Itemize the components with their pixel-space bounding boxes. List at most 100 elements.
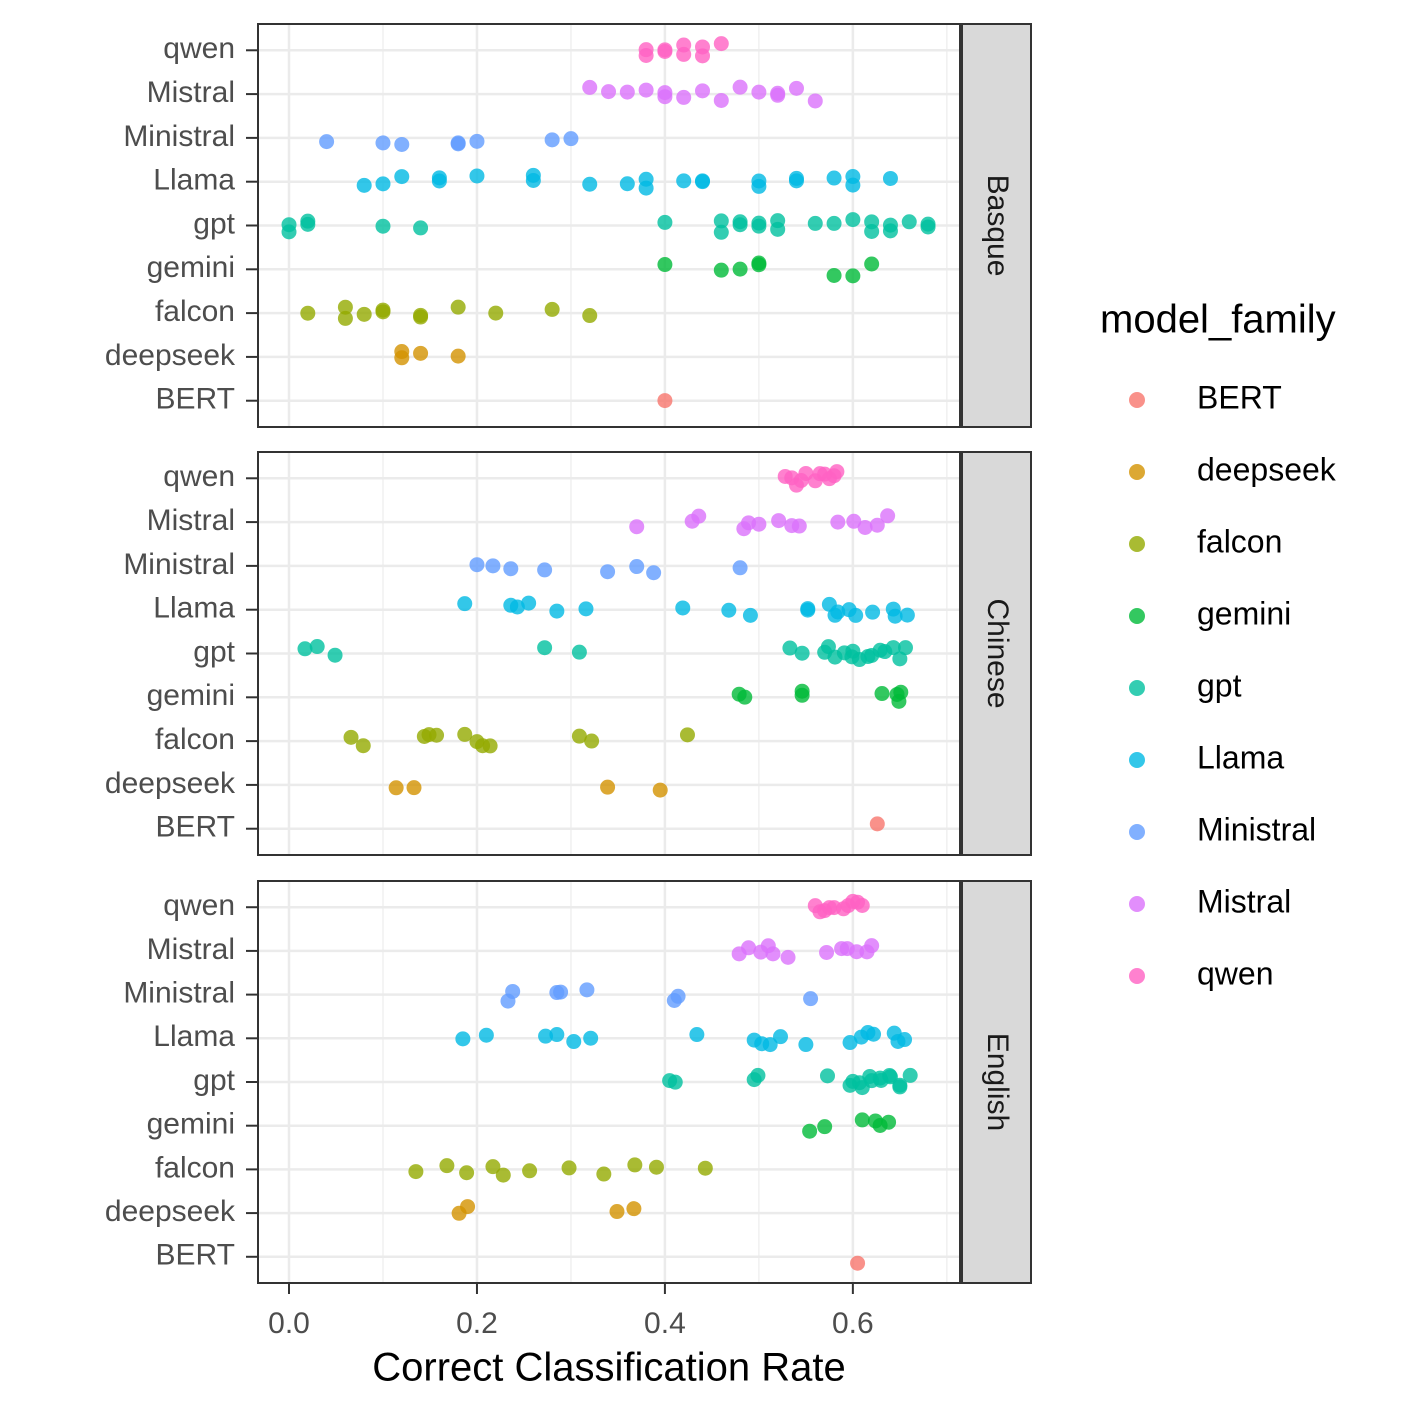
point (553, 984, 569, 1000)
point (695, 83, 711, 99)
y-tick-label: BERT (156, 811, 235, 844)
point (807, 215, 823, 231)
point (482, 738, 498, 754)
y-tick-label: Llama (153, 1020, 235, 1053)
y-tick-label: falcon (155, 723, 235, 756)
point (596, 1166, 612, 1182)
point (869, 517, 885, 533)
point (807, 93, 823, 109)
point (578, 601, 594, 617)
point (842, 1035, 858, 1051)
y-tick-label: falcon (155, 1151, 235, 1184)
point (770, 85, 786, 101)
point (537, 562, 553, 578)
point (439, 1158, 455, 1174)
y-tick-label: Mistral (147, 76, 235, 109)
x-axis-title: Correct Classification Rate (372, 1346, 846, 1390)
y-tick-label: Llama (153, 592, 235, 625)
point (751, 173, 767, 189)
point (897, 1032, 913, 1048)
point (697, 1160, 713, 1176)
point (509, 599, 525, 615)
legend-label: qwen (1197, 955, 1274, 991)
point (457, 726, 473, 742)
point (549, 1027, 565, 1043)
point (751, 84, 767, 100)
y-tick-label: gemini (147, 1108, 235, 1141)
point (583, 1030, 599, 1046)
point (866, 1026, 882, 1042)
point (522, 1163, 538, 1179)
point (394, 169, 410, 185)
y-tick-label: deepseek (105, 767, 236, 800)
point (803, 991, 819, 1007)
point (579, 982, 595, 998)
legend-key (1129, 464, 1145, 480)
point (337, 310, 353, 326)
point (571, 728, 587, 744)
point (408, 1164, 424, 1180)
y-tick-label: Mistral (147, 933, 235, 966)
point (826, 267, 842, 283)
point (619, 176, 635, 192)
point (485, 1159, 501, 1175)
point (800, 601, 816, 617)
point (830, 514, 846, 530)
point (893, 684, 909, 700)
point (457, 596, 473, 612)
legend-label: Llama (1197, 739, 1284, 775)
y-tick-label: Ministral (123, 120, 235, 153)
point (297, 641, 313, 657)
point (899, 607, 915, 623)
point (826, 215, 842, 231)
point (845, 169, 861, 185)
point (495, 1167, 511, 1183)
point (375, 302, 391, 318)
point (817, 1119, 833, 1135)
point (488, 305, 504, 321)
point (544, 301, 560, 317)
point (431, 173, 447, 189)
point (762, 1037, 778, 1053)
point (751, 215, 767, 231)
point (902, 1067, 918, 1083)
point (874, 686, 890, 702)
point (300, 216, 316, 232)
point (388, 780, 404, 796)
panel-border (257, 880, 961, 1284)
legend-key (1129, 752, 1145, 768)
point (309, 639, 325, 655)
y-tick-label: falcon (155, 295, 235, 328)
point (819, 944, 835, 960)
point (676, 89, 692, 105)
point (626, 1201, 642, 1217)
point (413, 345, 429, 361)
point (455, 1031, 471, 1047)
point (566, 1034, 582, 1050)
point (819, 1068, 835, 1084)
point (600, 779, 616, 795)
point (563, 131, 579, 147)
point (848, 607, 864, 623)
point (375, 176, 391, 192)
facet-label: Basque (981, 175, 1014, 277)
point (657, 257, 673, 273)
point (676, 46, 692, 62)
point (571, 644, 587, 660)
point (920, 216, 936, 232)
point (713, 262, 729, 278)
y-tick-label: Ministral (123, 977, 235, 1010)
point (885, 640, 901, 656)
point (648, 1159, 664, 1175)
point (629, 559, 645, 575)
point (751, 516, 767, 532)
point (355, 738, 371, 754)
point (794, 645, 810, 661)
point (864, 214, 880, 230)
point (751, 255, 767, 271)
point (549, 603, 565, 619)
point (609, 1204, 625, 1220)
y-tick-label: BERT (156, 1239, 235, 1272)
point (854, 898, 870, 914)
point (561, 1160, 577, 1176)
